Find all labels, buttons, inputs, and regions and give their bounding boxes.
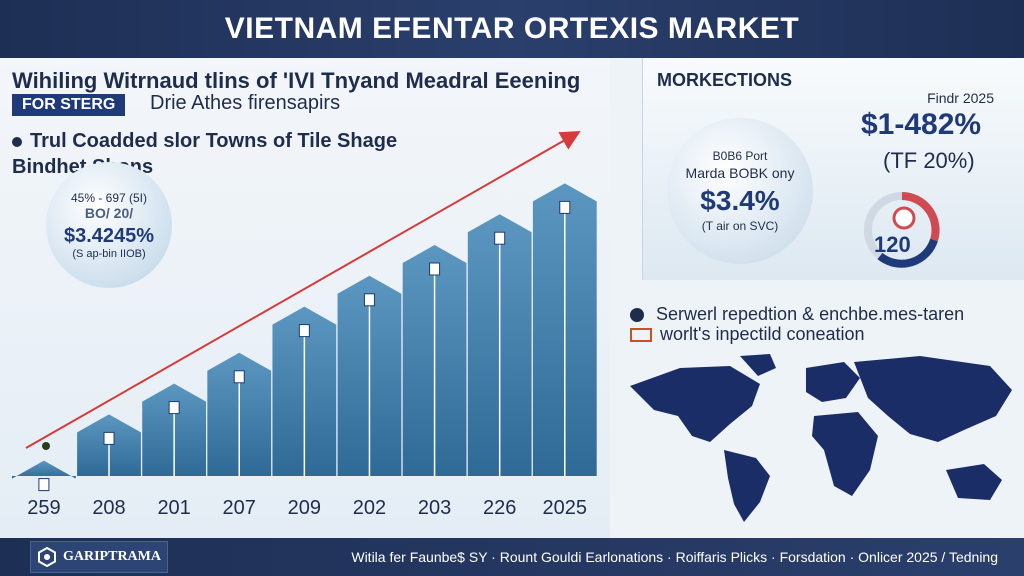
bar-marker-icon	[429, 262, 441, 276]
globe-dot-icon	[630, 307, 644, 322]
bar-259	[12, 460, 76, 479]
x-tick-label: 259	[27, 497, 60, 519]
bar-marker-icon	[168, 401, 180, 415]
bar-marker-icon	[103, 431, 115, 445]
x-tick-label: 207	[223, 497, 256, 519]
world-line1: Serwerl repedtion & enchbe.mes-taren	[630, 304, 964, 325]
bar-marker-icon	[298, 324, 310, 338]
header-bar: VIETNAM EFENTAR ORTEXIS MARKET	[0, 0, 1024, 58]
bullet-text: Trul Coadded slor Towns of Tile Shage	[30, 130, 398, 152]
x-tick-label: 209	[288, 497, 321, 519]
footer-bar: GARIPTRAMA Witila fer Faunbe$ SY · Rount…	[0, 538, 1024, 576]
map-south-america	[724, 450, 770, 522]
logo-text: GARIPTRAMA	[63, 549, 161, 564]
x-tick-label: 2025	[543, 497, 588, 519]
x-tick-label: 203	[418, 497, 451, 519]
tag-badge: FOR STERG	[12, 94, 126, 116]
bar-marker-icon	[559, 200, 571, 214]
bar-marker-icon	[38, 478, 50, 492]
stat-bubble-left: 45% - 697 (5I) BO/ 20/ $3.4245% (S ap-bi…	[46, 162, 172, 288]
bar-chart: 259 208 201 207 209 202 203 226 2025	[12, 131, 597, 519]
forecast-value: $1-482%	[861, 108, 982, 141]
world-line1-text: Serwerl repedtion & enchbe.mes-taren	[656, 304, 965, 324]
hexagon-logo-icon	[38, 547, 56, 567]
rt-bubble-note: (T air on SVC)	[701, 219, 779, 233]
subtitle: Wihiling Witrnaud tlins of 'IVI Tnyand M…	[12, 68, 581, 93]
bubble-line1: 45% - 697 (5I)	[70, 190, 148, 205]
forecast-paren: (TF 20%)	[883, 148, 975, 173]
projections-title: MORKECTIONS	[657, 70, 792, 90]
bullet-row: Trul Coadded slor Towns of Tile Shage	[12, 130, 397, 153]
world-map	[630, 354, 1012, 522]
projections-panel: MORKECTIONS Findr 2025 $1-482% (TF 20%) …	[642, 58, 1024, 280]
bubble-line2: BO/ 20/	[84, 204, 134, 221]
x-tick-label: 202	[353, 497, 386, 519]
map-europe	[806, 362, 860, 402]
map-north-america	[630, 366, 760, 442]
stat-bubble-right: B0B6 Port Marda BOBK ony $3.4% (T air on…	[667, 118, 813, 264]
bar-marker-icon	[233, 370, 245, 384]
page-title: VIETNAM EFENTAR ORTEXIS MARKET	[224, 12, 800, 45]
map-africa	[812, 412, 878, 496]
map-australia	[946, 464, 1002, 500]
trend-arrow	[25, 131, 581, 449]
bar-marker-icon	[363, 293, 375, 307]
connection-icon	[630, 327, 652, 342]
rt-bubble-line2: Marda BOBK ony	[685, 165, 795, 181]
rt-bubble-value: $3.4%	[700, 185, 780, 216]
x-tick-label: 226	[483, 497, 516, 519]
footer-text: Witila fer Faunbe$ SY · Rount Gouldi Ear…	[351, 549, 998, 565]
bar-marker-icon	[494, 231, 506, 245]
tagline: Drie Athes firensapirs	[150, 92, 341, 114]
bubble-note: (S ap-bin IIOB)	[72, 247, 146, 260]
rt-bubble-line1: B0B6 Port	[712, 149, 768, 163]
x-tick-label: 201	[157, 497, 190, 519]
trend-start-dot	[42, 442, 50, 450]
brand-logo[interactable]: GARIPTRAMA	[30, 541, 168, 573]
world-line2: worlt's inpectild coneation	[630, 324, 865, 345]
world-line2-text: worlt's inpectild coneation	[660, 324, 865, 344]
ring-label: 120	[874, 232, 911, 257]
ring-gauge-icon	[864, 192, 940, 268]
forecast-label: Findr 2025	[927, 90, 994, 106]
x-tick-label: 208	[92, 497, 125, 519]
map-greenland	[740, 354, 776, 376]
bullet-dot-icon	[12, 136, 22, 147]
bubble-value: $3.4245%	[63, 224, 155, 247]
map-asia	[854, 356, 1012, 442]
